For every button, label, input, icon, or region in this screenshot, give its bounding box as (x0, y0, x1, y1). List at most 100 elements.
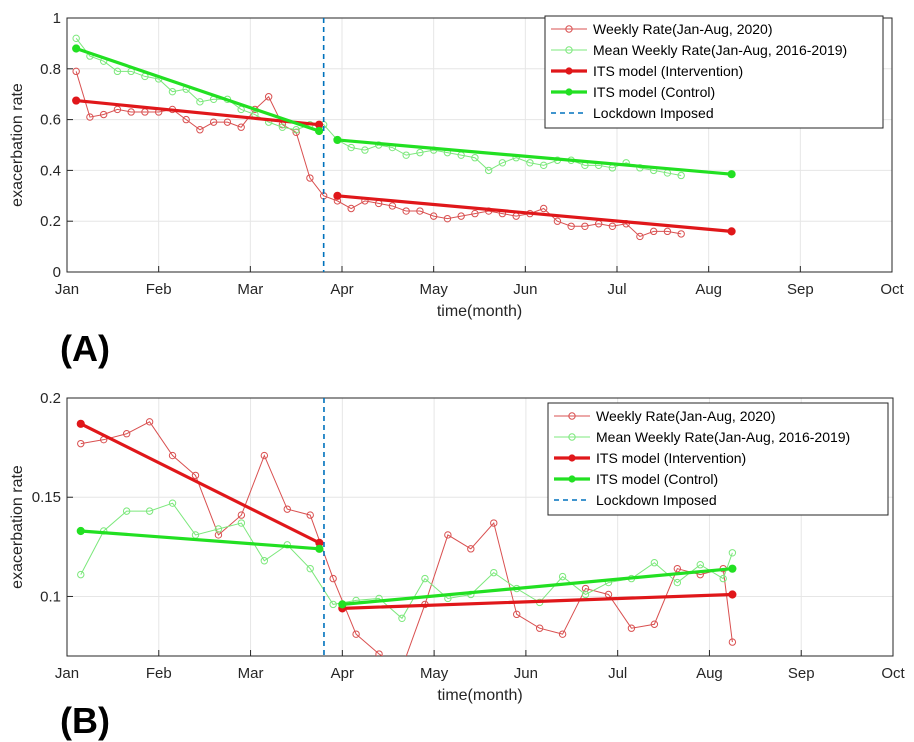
data-point-mean-weekly-rate-jan-aug-2016-2019 (72, 34, 80, 43)
x-tick-label: Jan (55, 665, 79, 682)
y-tick-label: 0.15 (32, 489, 61, 506)
data-point-weekly-rate-jan-aug-2020 (535, 624, 544, 632)
model-line-its-model-intervention (335, 194, 734, 233)
x-tick-label: Apr (331, 665, 354, 682)
x-tick-label: Sep (788, 665, 815, 682)
legend-label: ITS model (Intervention) (596, 450, 746, 466)
panel-label-a: (A) (60, 328, 110, 369)
panel-label-b: (B) (60, 700, 110, 741)
data-point-mean-weekly-rate-jan-aug-2016-2019 (421, 574, 429, 583)
model-line-its-model-intervention (74, 98, 321, 127)
data-point-weekly-rate-jan-aug-2020 (72, 67, 80, 76)
data-point-mean-weekly-rate-jan-aug-2016-2019 (696, 561, 704, 569)
model-line-its-model-control (79, 529, 321, 551)
data-point-mean-weekly-rate-jan-aug-2016-2019 (306, 564, 314, 573)
legend-label: ITS model (Intervention) (593, 63, 743, 79)
y-axis-label: exacerbation rate (9, 83, 26, 207)
legend-swatch-marker (568, 412, 576, 420)
data-point-weekly-rate-jan-aug-2020 (237, 123, 245, 131)
x-tick-label: Jun (513, 281, 537, 298)
model-endpoint-its-model-control (314, 126, 324, 136)
model-endpoint-its-model-control (72, 44, 81, 53)
data-point-weekly-rate-jan-aug-2020 (260, 451, 269, 460)
x-tick-label: Feb (146, 665, 172, 682)
data-point-weekly-rate-jan-aug-2020 (145, 418, 154, 426)
data-point-mean-weekly-rate-jan-aug-2016-2019 (214, 525, 223, 533)
model-endpoint-its-model-control (315, 544, 324, 553)
y-tick-label: 0 (53, 264, 61, 281)
data-point-mean-weekly-rate-jan-aug-2016-2019 (113, 67, 122, 76)
legend-label: Weekly Rate(Jan-Aug, 2020) (593, 21, 773, 37)
x-tick-label: Jan (55, 281, 79, 298)
data-point-weekly-rate-jan-aug-2020 (99, 110, 108, 119)
data-point-weekly-rate-jan-aug-2020 (86, 113, 94, 121)
data-point-mean-weekly-rate-jan-aug-2016-2019 (402, 151, 410, 159)
data-point-weekly-rate-jan-aug-2020 (650, 620, 659, 628)
data-point-weekly-rate-jan-aug-2020 (553, 217, 562, 225)
model-line-its-model-control (340, 567, 734, 607)
y-tick-label: 0.8 (40, 61, 61, 78)
legend-label: ITS model (Control) (593, 84, 715, 100)
data-point-weekly-rate-jan-aug-2020 (673, 564, 682, 573)
model-endpoint-its-model-control (76, 526, 85, 536)
x-tick-label: Mar (237, 281, 263, 298)
data-point-weekly-rate-jan-aug-2020 (388, 202, 397, 210)
data-point-mean-weekly-rate-jan-aug-2016-2019 (728, 549, 737, 557)
data-point-weekly-rate-jan-aug-2020 (728, 638, 737, 646)
data-point-weekly-rate-jan-aug-2020 (471, 209, 479, 218)
data-point-weekly-rate-jan-aug-2020 (306, 511, 314, 519)
legend-swatch-marker (568, 433, 576, 441)
x-tick-label: Oct (880, 281, 904, 298)
model-endpoint-its-model-intervention (727, 227, 736, 236)
data-point-weekly-rate-jan-aug-2020 (352, 630, 360, 638)
y-tick-label: 0.6 (40, 112, 61, 129)
y-tick-label: 0.1 (40, 588, 61, 605)
data-point-mean-weekly-rate-jan-aug-2016-2019 (490, 568, 498, 577)
model-line-its-model-intervention (79, 422, 321, 545)
x-axis-label: time(month) (437, 303, 522, 320)
model-endpoint-its-model-control (333, 135, 342, 145)
legend-swatch-marker (568, 454, 576, 462)
series-layer (76, 418, 737, 656)
data-point-mean-weekly-rate-jan-aug-2016-2019 (168, 87, 177, 96)
x-tick-label: Mar (238, 665, 264, 682)
chart-panel-a: Jan Feb Mar Apr May Jun Jul Aug Sep Oct 0 0.2 0.4 0.6… (9, 10, 904, 320)
data-point-mean-weekly-rate-jan-aug-2016-2019 (237, 519, 246, 527)
data-point-weekly-rate-jan-aug-2020 (223, 118, 232, 126)
x-tick-label: Aug (696, 665, 723, 682)
model-line-its-model-control (335, 138, 734, 176)
x-tick-label: Jul (608, 665, 627, 682)
data-point-mean-weekly-rate-jan-aug-2016-2019 (526, 159, 534, 167)
data-point-weekly-rate-jan-aug-2020 (329, 574, 337, 583)
model-endpoint-its-model-intervention (76, 419, 85, 428)
y-tick-label: 1 (53, 10, 61, 27)
data-point-mean-weekly-rate-jan-aug-2016-2019 (484, 166, 493, 175)
data-point-weekly-rate-jan-aug-2020 (663, 227, 672, 236)
series-line-weekly-rate-jan-aug-2020 (80, 421, 733, 656)
data-point-mean-weekly-rate-jan-aug-2016-2019 (539, 161, 548, 170)
legend-label: Lockdown Imposed (596, 492, 717, 508)
data-point-weekly-rate-jan-aug-2020 (677, 230, 685, 238)
data-point-mean-weekly-rate-jan-aug-2016-2019 (122, 507, 131, 515)
legend-box (547, 402, 889, 516)
data-point-weekly-rate-jan-aug-2020 (292, 128, 300, 137)
data-point-weekly-rate-jan-aug-2020 (457, 212, 465, 220)
plot-frame (66, 397, 894, 657)
x-axis-label: time(month) (437, 687, 522, 704)
data-point-mean-weekly-rate-jan-aug-2016-2019 (498, 159, 507, 167)
data-point-weekly-rate-jan-aug-2020 (627, 624, 636, 632)
data-point-mean-weekly-rate-jan-aug-2016-2019 (558, 572, 567, 581)
data-point-mean-weekly-rate-jan-aug-2016-2019 (196, 98, 204, 106)
y-tick-label: 0.2 (40, 390, 61, 407)
model-endpoint-its-model-control (338, 600, 347, 609)
y-axis-label: exacerbation rate (9, 465, 26, 589)
legend-swatch-marker (565, 25, 573, 33)
plot-frame (66, 17, 893, 273)
data-point-mean-weekly-rate-jan-aug-2016-2019 (292, 126, 300, 134)
data-point-mean-weekly-rate-jan-aug-2016-2019 (398, 614, 406, 622)
chart-panel-b: Jan Feb Mar Apr May Jun Jul Aug Sep Oct 0.1 0.15 0.2… (9, 390, 905, 704)
data-point-weekly-rate-jan-aug-2020 (539, 204, 548, 213)
model-line-its-model-intervention (340, 592, 734, 610)
legend-swatch-marker (565, 88, 573, 96)
data-point-mean-weekly-rate-jan-aug-2016-2019 (719, 574, 727, 583)
